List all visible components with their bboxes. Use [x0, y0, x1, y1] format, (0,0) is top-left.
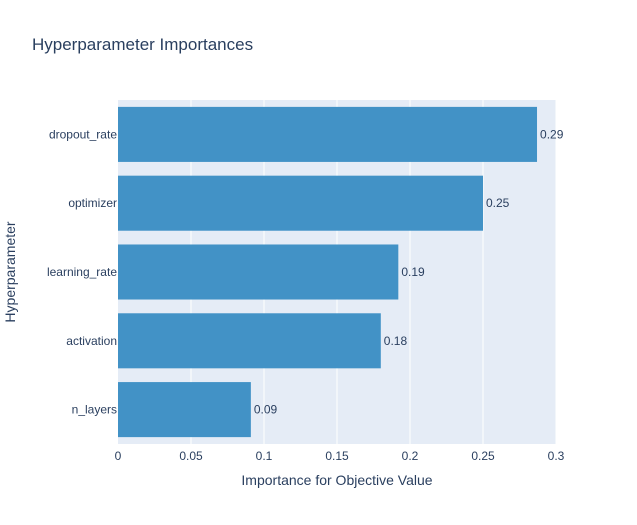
data-labels: 0.29 0.25 0.19 0.18 0.09 [254, 127, 564, 416]
x-tick-label: 0.3 [548, 449, 565, 463]
data-label: 0.29 [540, 127, 564, 141]
bar-learning-rate [118, 244, 399, 300]
y-tick-label: dropout_rate [49, 127, 117, 141]
data-label: 0.18 [384, 334, 408, 348]
x-axis-ticks: 0 0.05 0.1 0.15 0.2 0.25 0.3 [115, 449, 565, 463]
x-tick-label: 0 [115, 449, 122, 463]
x-tick-label: 0.25 [471, 449, 495, 463]
data-label: 0.19 [401, 265, 425, 279]
bar-activation [118, 313, 381, 369]
x-tick-label: 0.1 [256, 449, 273, 463]
bar-n-layers [118, 382, 251, 438]
y-tick-label: learning_rate [47, 265, 117, 279]
data-label: 0.09 [254, 403, 278, 417]
chart-title: Hyperparameter Importances [32, 35, 253, 54]
data-label: 0.25 [486, 196, 510, 210]
x-axis-title: Importance for Objective Value [241, 472, 432, 488]
x-tick-label: 0.2 [402, 449, 419, 463]
bar-optimizer [118, 175, 483, 231]
y-axis-ticks: dropout_rate optimizer learning_rateactiva… [47, 127, 117, 416]
y-tick-label: activation [66, 334, 117, 348]
y-axis-title: Hyperparameter [2, 221, 18, 322]
bar-dropout-rate [118, 106, 538, 162]
y-tick-label: n_layers [72, 403, 117, 417]
x-tick-label: 0.15 [325, 449, 349, 463]
x-tick-label: 0.05 [179, 449, 203, 463]
bars [118, 106, 538, 438]
y-tick-label: optimizer [68, 196, 117, 210]
